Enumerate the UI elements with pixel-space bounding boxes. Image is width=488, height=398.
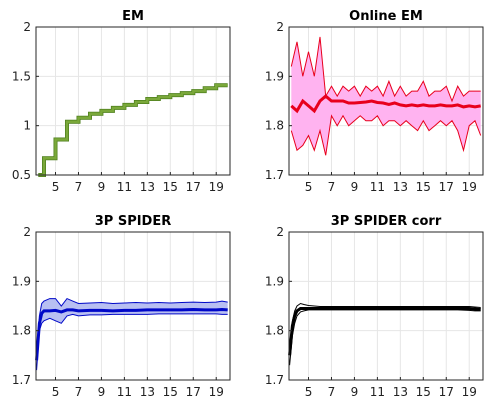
y-tick-label: 2: [276, 20, 284, 34]
x-tick-label: 15: [163, 180, 178, 194]
x-tick-label: 15: [416, 385, 431, 398]
x-tick-label: 19: [462, 385, 477, 398]
x-tick-label: 15: [163, 385, 178, 398]
x-tick-label: 5: [52, 180, 60, 194]
x-tick-label: 13: [393, 180, 408, 194]
axes-box: [288, 231, 484, 381]
chart-panel-3: 5 7 9 11 13 15 17 19 1.7 1.8 1.9 2 3P SPIDER: [12, 214, 231, 398]
confidence-band: [291, 36, 481, 156]
x-tick-label: 9: [98, 385, 106, 398]
y-tick-label: 1.9: [265, 274, 284, 288]
chart-title: 3P SPIDER corr: [331, 214, 442, 229]
x-tick-label: 5: [52, 385, 60, 398]
axes-box: [35, 231, 231, 381]
mean-estimate-line: [288, 307, 481, 356]
chart-panel-4: 5 7 9 11 13 15 17 19 1.7 1.8 1.9 2 3P SPIDER corr: [265, 214, 484, 398]
x-tick-label: 19: [209, 180, 224, 194]
x-tick-label: 11: [117, 180, 132, 194]
x-tick-label: 17: [439, 180, 454, 194]
confidence-band: [36, 298, 228, 371]
x-tick-label: 9: [351, 385, 359, 398]
estimate-line: [38, 83, 228, 177]
lower-bound-line: [290, 114, 482, 156]
x-tick-label: 7: [328, 385, 336, 398]
y-tick-label: 1.5: [12, 69, 31, 83]
chart-title: EM: [122, 9, 144, 24]
y-tick-label: 1.7: [12, 373, 31, 387]
x-tick-label: 15: [416, 180, 431, 194]
chart-panel-2: 5 7 9 11 13 15 17 19 1.7 1.8 1.9 2 Online EM: [265, 9, 484, 194]
x-tick-label: 7: [328, 180, 336, 194]
x-tick-label: 11: [117, 385, 132, 398]
x-tick-label: 13: [140, 385, 155, 398]
x-tick-label: 11: [370, 385, 385, 398]
y-tick-label: 1.8: [12, 324, 31, 338]
y-tick-label: 1.8: [265, 119, 284, 133]
y-tick-label: 1.7: [265, 168, 284, 182]
x-tick-label: 11: [370, 180, 385, 194]
x-tick-label: 7: [75, 180, 83, 194]
x-tick-label: 13: [140, 180, 155, 194]
y-tick-label: 1.8: [265, 324, 284, 338]
axes-box: [288, 26, 484, 176]
x-tick-label: 5: [305, 385, 313, 398]
plot-area: [36, 27, 230, 175]
x-tick-label: 13: [393, 385, 408, 398]
x-tick-label: 17: [186, 180, 201, 194]
chart-title: 3P SPIDER: [95, 214, 172, 229]
y-tick-label: 1: [23, 119, 31, 133]
y-tick-label: 1.7: [265, 373, 284, 387]
x-tick-label: 19: [462, 180, 477, 194]
lower-bound-line: [36, 313, 228, 371]
x-tick-label: 5: [305, 180, 313, 194]
y-tick-label: 0.5: [12, 168, 31, 182]
mean-estimate-line: [290, 94, 481, 114]
y-tick-label: 2: [276, 225, 284, 239]
x-tick-label: 9: [98, 180, 106, 194]
upper-bound-line: [36, 297, 228, 351]
chart-panel-1: 5 7 9 11 13 15 17 19 0.5 1 1.5 2 EM: [12, 9, 231, 194]
y-tick-label: 2: [23, 20, 31, 34]
mean-estimate-line: [35, 307, 228, 361]
upper-bound-line: [289, 302, 481, 346]
y-tick-label: 1.9: [265, 69, 284, 83]
y-tick-label: 1.9: [12, 274, 31, 288]
upper-bound-line: [290, 36, 481, 103]
axes-box: [35, 26, 231, 176]
x-tick-label: 17: [186, 385, 201, 398]
chart-title: Online EM: [349, 9, 423, 24]
y-tick-label: 2: [23, 225, 31, 239]
x-tick-label: 17: [439, 385, 454, 398]
x-tick-label: 19: [209, 385, 224, 398]
x-tick-label: 7: [75, 385, 83, 398]
x-tick-label: 9: [351, 180, 359, 194]
